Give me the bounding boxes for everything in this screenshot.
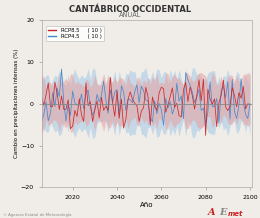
Text: ANUAL: ANUAL: [119, 12, 141, 18]
Text: © Agencia Estatal de Meteorología: © Agencia Estatal de Meteorología: [3, 213, 71, 217]
Legend: RCP8.5     ( 10 ), RCP4.5     ( 10 ): RCP8.5 ( 10 ), RCP4.5 ( 10 ): [46, 26, 103, 41]
Text: A: A: [208, 208, 216, 217]
Y-axis label: Cambio en precipitaciones intensas (%): Cambio en precipitaciones intensas (%): [15, 49, 20, 158]
Text: met: met: [228, 211, 243, 217]
X-axis label: Año: Año: [140, 201, 154, 208]
Text: CANTÁBRICO OCCIDENTAL: CANTÁBRICO OCCIDENTAL: [69, 5, 191, 14]
Text: E: E: [220, 208, 227, 217]
